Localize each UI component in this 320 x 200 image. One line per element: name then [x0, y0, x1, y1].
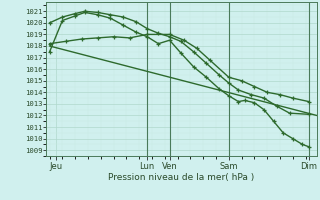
X-axis label: Pression niveau de la mer( hPa ): Pression niveau de la mer( hPa ): [108, 173, 255, 182]
